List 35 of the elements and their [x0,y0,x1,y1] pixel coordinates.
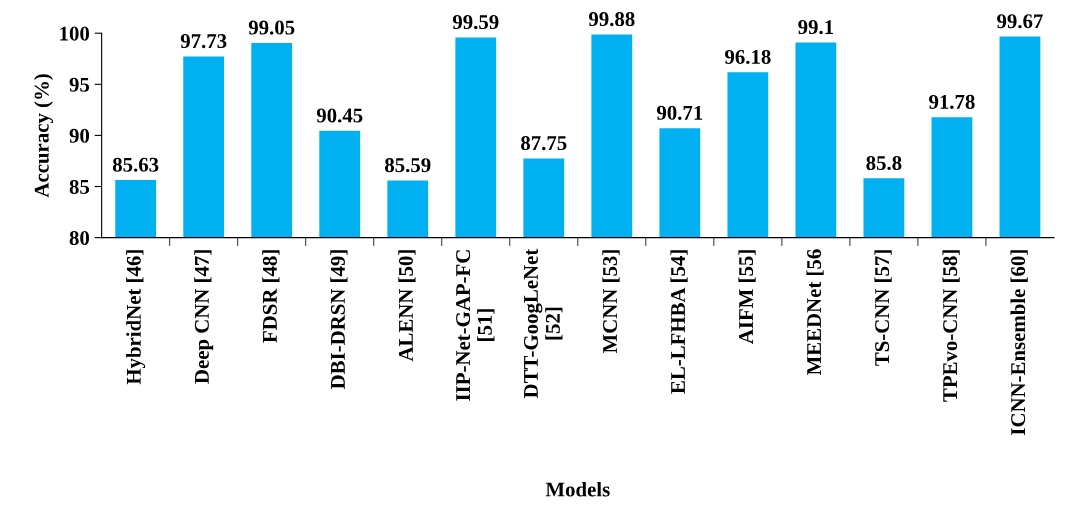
data-label: 99.88 [588,12,635,27]
y-tick-label: 80 [69,230,90,246]
data-label: 87.75 [521,136,567,151]
data-label: 99.1 [798,20,834,35]
data-label: 85.63 [112,157,159,172]
data-label: 85.8 [866,155,902,171]
data-label: 97.73 [180,34,227,49]
data-label: 99.67 [997,14,1043,29]
data-label: 85.59 [385,158,431,173]
x-tick-label: TS-CNN [57] [874,250,892,366]
x-tick-label: ICNN-Ensemble [60] [1010,250,1028,435]
data-label: 96.18 [724,49,771,65]
x-tick-label: DBI-DRSN [49] [330,250,348,389]
x-tick-label: MCNN [53] [602,250,620,354]
x-tick-label: AIFM [55] [738,250,756,344]
x-tick-label: TPEvo-CNN [58] [942,250,960,402]
x-tick-label: IIP-Net-GAP-FC [51] [456,250,495,401]
x-axis-title: Models [545,481,610,497]
x-tick-label: DTT-GoogLeNet [52] [523,248,563,399]
x-tick-label: FDSR [48] [262,250,280,343]
x-tick-label: HybridNet [46] [126,250,146,385]
data-label: 99.59 [452,15,499,30]
x-tick-label: MEEDNet [56 [806,249,824,376]
y-tick-label: 95 [69,77,90,92]
data-label: 90.45 [316,108,363,123]
x-tick-label: EL-LFHBA [54] [670,250,688,394]
y-tick-label: 100 [60,26,90,41]
data-label: 91.78 [929,94,975,109]
y-tick-label: 85 [69,179,90,194]
y-axis-title: Accuracy (%) [34,74,54,198]
data-label: 99.05 [248,20,295,35]
data-label: 90.71 [656,105,703,120]
x-tick-label: Deep CNN [47] [194,250,214,384]
y-tick-label: 90 [69,128,90,143]
x-tick-label: ALENN [50] [398,250,416,362]
